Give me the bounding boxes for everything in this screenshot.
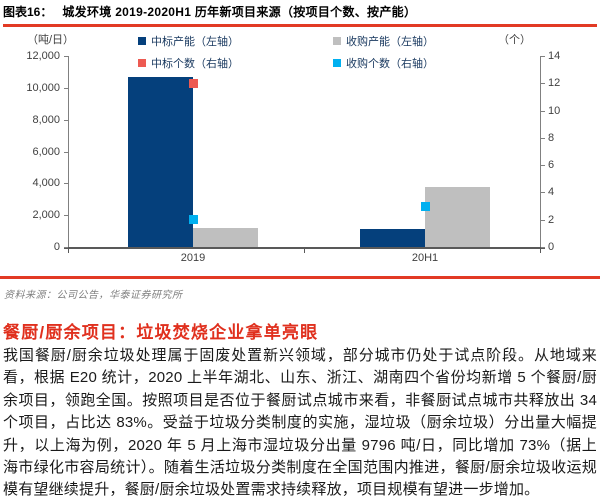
left-axis-tick — [64, 215, 68, 217]
right-axis-line — [540, 56, 541, 248]
right-axis-tick-label: 10 — [548, 104, 561, 117]
right-axis-tick-label: 14 — [548, 50, 561, 62]
left-axis-tick-label: 10,000 — [26, 81, 60, 94]
left-axis-tick — [64, 151, 68, 153]
chart-legend: 中标产能（左轴） 收购产能（左轴） 中标个数（右轴） 收购个数（右轴） — [138, 35, 434, 70]
right-axis-tick-label: 0 — [548, 241, 555, 253]
right-axis-tick — [541, 219, 545, 221]
right-axis-unit: （个） — [498, 34, 531, 46]
left-axis-tick-label: 2,000 — [32, 209, 60, 222]
left-axis-tick — [64, 247, 68, 248]
left-axis-unit: （吨/日） — [27, 34, 75, 46]
legend-swatch-icon — [333, 58, 341, 67]
right-axis-tick — [541, 56, 545, 57]
legend-label: 收购产能（左轴） — [346, 35, 434, 48]
right-axis-tick-label: 12 — [548, 77, 561, 90]
category-label-2019: 2019 — [180, 252, 206, 264]
right-axis-tick — [541, 137, 545, 139]
x-axis-tick — [68, 249, 69, 253]
legend-label: 中标个数（右轴） — [151, 57, 239, 70]
left-axis-line — [68, 56, 69, 248]
left-axis-tick — [64, 119, 68, 121]
right-axis-tick — [541, 165, 545, 167]
right-axis-tick-label: 4 — [548, 186, 555, 199]
left-axis-tick-label: 6,000 — [32, 145, 60, 158]
left-axis-tick — [64, 87, 68, 89]
figure-label: 图表16： — [3, 5, 53, 19]
legend-swatch-icon — [138, 36, 146, 45]
bar-chart: （吨/日） （个） 中标产能（左轴） 收购产能（左轴） 中标个数（右轴） 收购个数（右… — [0, 28, 600, 272]
bar-收购产能（左轴）-20H1 — [425, 187, 490, 247]
left-axis-tick-label: 0 — [53, 241, 60, 253]
legend-swatch-icon — [333, 36, 341, 45]
right-axis-tick-label: 2 — [548, 213, 555, 226]
category-label-20H1: 20H1 — [411, 252, 439, 264]
right-axis-tick-label: 8 — [548, 131, 555, 144]
bar-中标产能（左轴）-20H1 — [360, 229, 425, 247]
legend-item-中标产能（左轴）: 中标产能（左轴） — [138, 35, 333, 48]
legend-label: 中标产能（左轴） — [151, 35, 239, 48]
section-heading: 餐厨/厨余项目：垃圾焚烧企业拿单亮眼 — [3, 323, 319, 342]
left-axis-tick — [64, 183, 68, 185]
marker-中标个数（右轴）-2019 — [188, 78, 198, 88]
left-axis-tick-label: 4,000 — [32, 177, 60, 190]
x-axis-line — [64, 247, 545, 249]
x-axis-tick — [540, 249, 541, 253]
figure-title: 城发环境 2019-2020H1 历年新项目来源（按项目个数、按产能） — [62, 5, 417, 19]
legend-item-中标个数（右轴）: 中标个数（右轴） — [138, 57, 333, 70]
legend-item-收购产能（左轴）: 收购产能（左轴） — [333, 35, 434, 48]
right-axis-tick-label: 6 — [548, 159, 555, 172]
bar-中标产能（左轴）-2019 — [128, 76, 193, 247]
red-divider-line — [0, 276, 600, 279]
marker-收购个数（右轴）-20H1 — [420, 201, 430, 211]
marker-收购个数（右轴）-2019 — [188, 215, 198, 225]
left-axis-tick-label: 12,000 — [26, 50, 60, 62]
right-axis-tick — [541, 110, 545, 112]
left-axis-tick-label: 8,000 — [32, 113, 60, 126]
legend-swatch-icon — [138, 58, 146, 67]
left-axis-tick — [64, 56, 68, 57]
legend-label: 收购个数（右轴） — [346, 57, 434, 70]
bar-收购产能（左轴）-2019 — [193, 227, 258, 247]
body-paragraph: 我国餐厨/厨余垃圾处理属于固废处置新兴领域，部分城市仍处于试点阶段。从地域来看，… — [3, 347, 597, 499]
legend-item-收购个数（右轴）: 收购个数（右轴） — [333, 57, 434, 70]
figure-header: 图表16： 城发环境 2019-2020H1 历年新项目来源（按项目个数、按产能… — [3, 3, 597, 27]
right-axis-tick — [541, 247, 545, 248]
right-axis-tick — [541, 192, 545, 194]
right-axis-tick — [541, 83, 545, 85]
source-note: 资料来源：公司公告，华泰证券研究所 — [4, 290, 183, 301]
x-axis-tick — [304, 249, 305, 253]
